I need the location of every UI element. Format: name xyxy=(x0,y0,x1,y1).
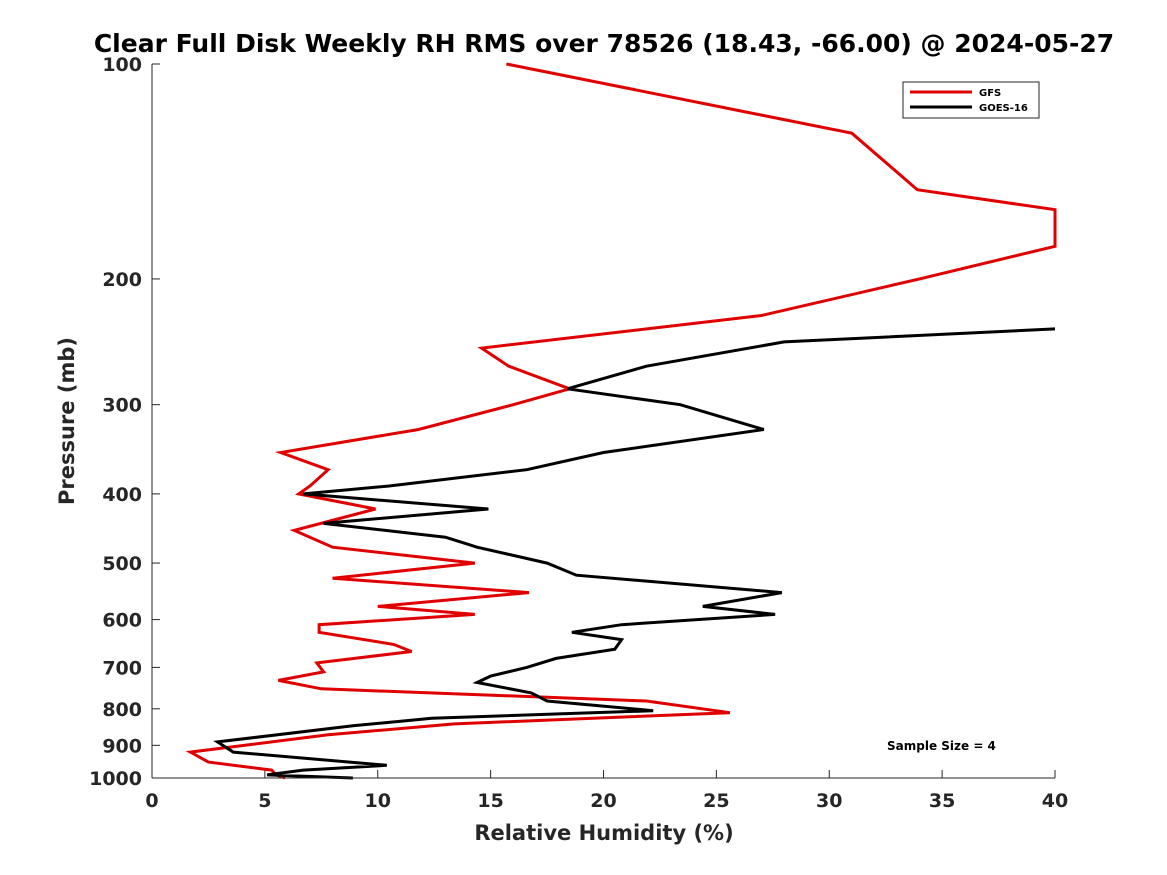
y-tick-label: 1000 xyxy=(89,768,142,790)
sample-size-annotation: Sample Size = 4 xyxy=(887,739,996,753)
x-tick-label: 35 xyxy=(929,790,955,812)
y-tick-label: 800 xyxy=(102,699,142,721)
y-tick-label: 900 xyxy=(102,735,142,757)
legend: GFS GOES-16 xyxy=(902,81,1040,119)
y-tick-label: 700 xyxy=(102,657,142,679)
legend-label-goes16: GOES-16 xyxy=(979,103,1028,114)
x-tick-label: 10 xyxy=(365,790,391,812)
y-tick-label: 100 xyxy=(102,54,142,76)
x-tick-label: 20 xyxy=(590,790,616,812)
x-tick-label: 25 xyxy=(703,790,729,812)
axis-ticks: 0 5 10 15 20 25 30 35 40 100 200 300 400 500 600 700 800… xyxy=(89,54,1068,812)
x-tick-label: 15 xyxy=(477,790,503,812)
x-tick-label: 0 xyxy=(145,790,158,812)
plot-area xyxy=(152,64,1055,778)
x-axis-label: Relative Humidity (%) xyxy=(474,821,733,845)
legend-label-gfs: GFS xyxy=(979,88,1001,99)
y-axis-label: Pressure (mb) xyxy=(55,337,79,505)
series-line-gfs xyxy=(185,62,1057,780)
x-tick-label: 40 xyxy=(1042,790,1068,812)
y-tick-label: 600 xyxy=(102,610,142,632)
x-tick-label: 30 xyxy=(816,790,842,812)
legend-box xyxy=(902,81,1040,119)
y-tick-label: 200 xyxy=(102,269,142,291)
y-tick-label: 500 xyxy=(102,553,142,575)
series-lines xyxy=(185,62,1057,780)
chart-title: Clear Full Disk Weekly RH RMS over 78526… xyxy=(94,29,1114,58)
y-tick-label: 300 xyxy=(102,395,142,417)
series-line-goes16 xyxy=(213,327,1056,780)
y-tick-label: 400 xyxy=(102,484,142,506)
x-tick-label: 5 xyxy=(258,790,271,812)
